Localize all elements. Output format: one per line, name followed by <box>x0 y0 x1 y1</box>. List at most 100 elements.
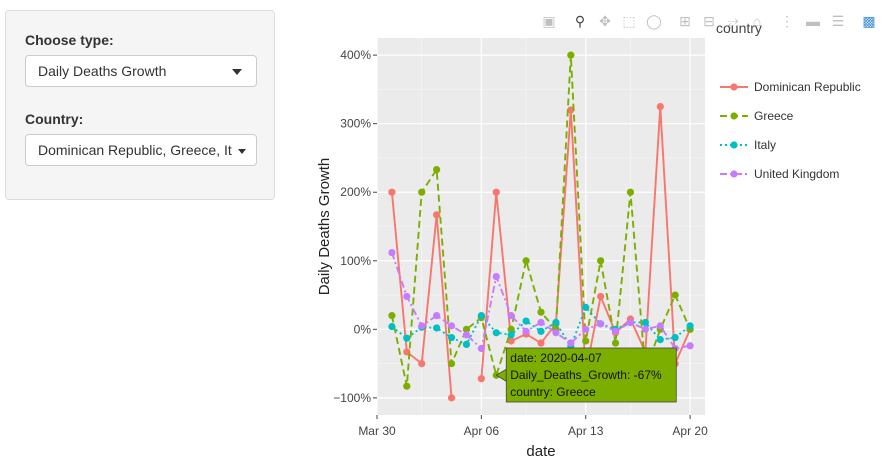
data-point <box>507 325 515 333</box>
spike-lines-icon[interactable]: ⋮ <box>780 13 794 29</box>
series-italy <box>388 303 694 351</box>
data-point <box>462 325 471 333</box>
data-point <box>611 329 620 337</box>
series-united-kingdom <box>388 248 694 353</box>
data-point <box>462 340 471 348</box>
plot-background <box>377 38 705 415</box>
data-point <box>418 359 426 368</box>
data-point <box>552 320 560 328</box>
plotly-logo-icon[interactable]: ▩ <box>862 13 876 29</box>
data-point <box>597 320 605 328</box>
data-point <box>433 312 441 320</box>
data-point <box>611 339 620 347</box>
reset-axes-icon[interactable]: ⌂ <box>752 13 762 29</box>
data-point <box>567 342 575 351</box>
hover-tooltip: date: 2020-04-07 Daily_Deaths_Growth: -67… <box>495 347 677 403</box>
pan-icon[interactable]: ✥ <box>599 13 611 29</box>
y-tick-label: 100% <box>340 254 371 268</box>
data-point <box>477 375 485 383</box>
tooltip-line: Daily_Deaths_Growth: -67% <box>510 368 662 382</box>
zoom-icon[interactable]: ⚲ <box>574 13 586 29</box>
data-point <box>641 366 649 375</box>
data-point <box>626 318 635 327</box>
data-point <box>462 331 471 339</box>
data-point <box>522 327 530 335</box>
legend-item: Dominican Republic <box>720 80 861 94</box>
data-point <box>418 188 426 196</box>
data-point <box>626 318 635 327</box>
autoscale-icon[interactable]: ⥂ <box>727 13 739 29</box>
data-point <box>403 382 411 390</box>
y-axis: −100% 0% 100% 200% 300% 400% <box>333 48 377 405</box>
chevron-down-icon <box>238 149 246 154</box>
data-point <box>671 344 679 353</box>
data-point <box>492 329 500 337</box>
data-point <box>611 325 620 333</box>
data-point <box>403 348 411 356</box>
data-point <box>403 292 411 301</box>
data-point <box>537 308 545 316</box>
data-point <box>522 330 530 338</box>
data-point <box>447 359 456 368</box>
data-point <box>477 312 485 320</box>
data-point <box>656 102 664 111</box>
data-point <box>567 339 575 347</box>
series-dominican-republic <box>388 102 694 402</box>
lasso-icon[interactable]: ◯ <box>646 13 662 29</box>
data-point <box>388 248 396 257</box>
grid-minor <box>377 38 705 415</box>
plot-modebar: ▣ ⚲ ✥ ⬚ ◯ ⊞ ⊟ ⥂ ⌂ ⋮ ▬ ☰ ▩ <box>540 12 880 32</box>
series-line <box>390 55 691 387</box>
y-tick-label: 300% <box>340 117 371 131</box>
zoom-out-icon[interactable]: ⊟ <box>703 13 715 29</box>
legend-swatch-point <box>730 141 738 149</box>
legend-label: Dominican Republic <box>754 80 861 94</box>
data-point <box>582 325 590 333</box>
data-point <box>418 322 426 330</box>
data-point <box>403 334 411 342</box>
hover-closest-icon[interactable]: ▬ <box>806 13 820 29</box>
data-point <box>552 318 560 327</box>
data-point <box>582 337 590 345</box>
data-point <box>597 257 605 265</box>
x-axis: Mar 30 Apr 06 Apr 13 Apr 20 <box>358 415 708 438</box>
data-point <box>433 324 441 332</box>
zoom-in-icon[interactable]: ⊞ <box>679 13 691 29</box>
x-tick-label: Apr 13 <box>568 424 604 438</box>
data-point <box>388 188 396 196</box>
type-select[interactable]: Daily Deaths Growth <box>25 55 257 87</box>
data-point <box>582 368 590 377</box>
x-tick-label: Apr 06 <box>464 424 500 438</box>
data-point <box>492 272 500 281</box>
tooltip-line: country: Greece <box>510 385 596 399</box>
legend-swatch-point <box>730 112 738 120</box>
legend-item: United Kingdom <box>720 167 839 181</box>
legend-item: Greece <box>720 109 794 123</box>
data-point <box>552 329 560 337</box>
camera-icon[interactable]: ▣ <box>542 13 556 29</box>
data-point <box>686 342 694 350</box>
data-point <box>656 322 664 330</box>
data-point <box>656 336 664 344</box>
data-point <box>522 317 530 325</box>
x-tick-label: Apr 20 <box>672 424 708 438</box>
data-point <box>597 292 605 301</box>
data-point <box>447 333 456 342</box>
country-label: Country: <box>25 111 84 127</box>
data-point <box>626 188 635 196</box>
data-point <box>507 337 515 345</box>
data-point <box>671 291 679 299</box>
type-label: Choose type: <box>25 32 114 48</box>
country-select[interactable]: Dominican Republic, Greece, It <box>25 134 257 166</box>
data-point <box>492 371 500 379</box>
data-point <box>477 314 485 322</box>
data-point <box>686 325 694 333</box>
box-select-icon[interactable]: ⬚ <box>622 13 636 29</box>
x-axis-title: date <box>526 443 555 460</box>
hover-compare-icon[interactable]: ☰ <box>831 13 845 29</box>
legend-label: Italy <box>754 138 776 152</box>
data-point <box>656 325 664 333</box>
legend-label: Greece <box>754 109 794 123</box>
chevron-down-icon <box>232 69 242 75</box>
data-point <box>507 331 515 339</box>
